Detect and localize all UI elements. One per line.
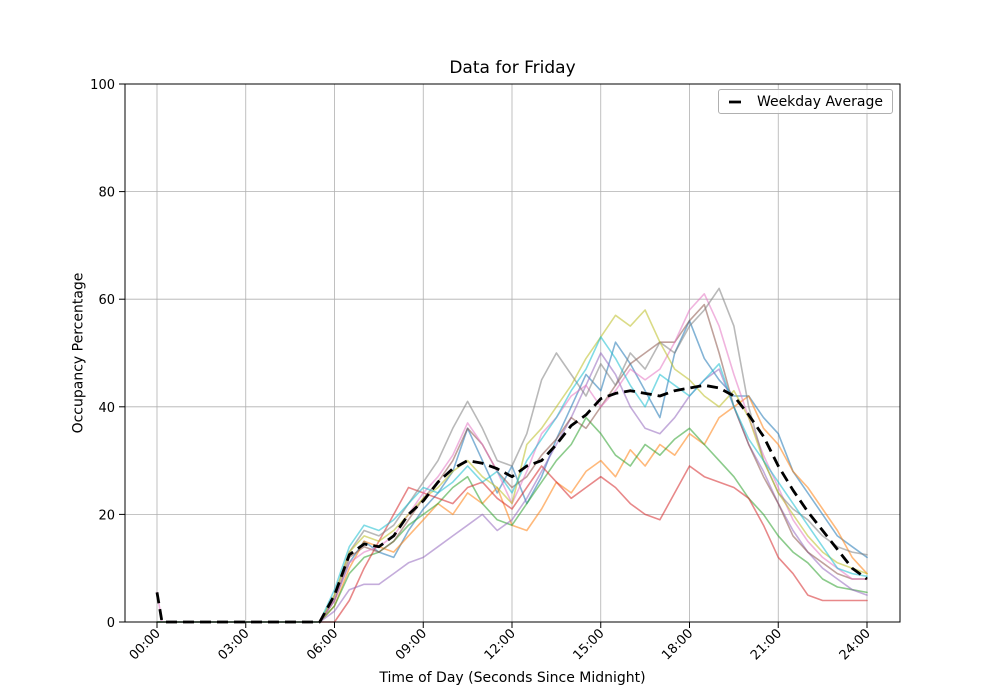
x-tick-label: 12:00 [482, 626, 519, 663]
y-tick-label: 20 [98, 508, 115, 523]
y-tick-label: 60 [98, 293, 115, 308]
x-tick-label: 09:00 [393, 626, 430, 663]
x-tick-label: 15:00 [570, 626, 607, 663]
y-tick-label: 100 [90, 78, 115, 93]
y-tick-label: 0 [107, 616, 115, 631]
x-tick-label: 24:00 [837, 626, 874, 663]
y-tick-label: 40 [98, 401, 115, 416]
legend-label: Weekday Average [756, 93, 883, 110]
x-tick-label: 03:00 [215, 626, 252, 663]
y-tick-label: 80 [98, 186, 115, 201]
chart-title: Data for Friday [449, 58, 576, 78]
average-line [155, 383, 868, 624]
x-tick-label: 06:00 [304, 626, 341, 663]
legend: Weekday Average [718, 89, 893, 114]
x-tick-label: 18:00 [659, 626, 696, 663]
x-tick-label: 21:00 [748, 626, 785, 663]
x-axis-label: Time of Day (Seconds Since Midnight) [379, 670, 646, 686]
legend-dash-sample [729, 100, 748, 103]
x-tick-label: 00:00 [127, 626, 164, 663]
